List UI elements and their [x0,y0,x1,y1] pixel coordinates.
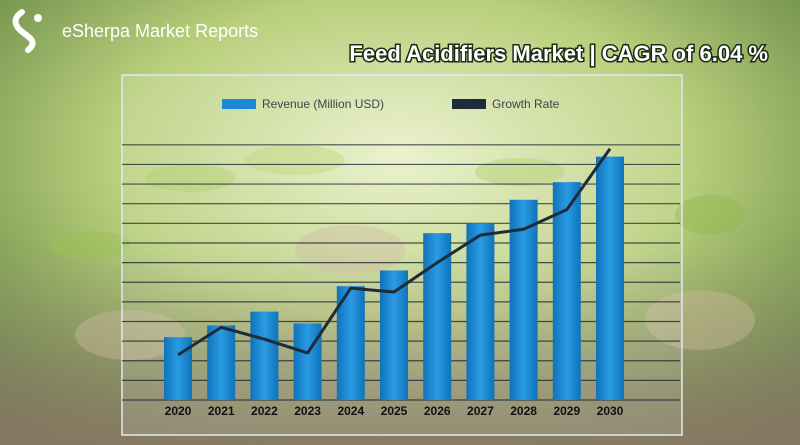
bar [250,311,279,400]
chart-title: Feed Acidifiers Market | CAGR of 6.04 % [349,41,768,66]
bar [293,323,322,400]
x-tick-label: 2029 [553,404,580,418]
legend-label: Revenue (Million USD) [262,97,384,111]
x-tick-label: 2024 [337,404,364,418]
bar [466,223,495,400]
x-tick-label: 2030 [597,404,624,418]
x-tick-label: 2025 [381,404,408,418]
bar [336,286,365,400]
x-tick-label: 2020 [165,404,192,418]
bar [164,337,192,400]
brand: eSherpa Market Reports [62,21,258,41]
bar [509,199,538,400]
growth-line [177,147,612,357]
bar [596,156,624,400]
x-tick-label: 2028 [510,404,537,418]
legend-label: Growth Rate [492,97,560,111]
x-tick-label: 2023 [294,404,321,418]
x-tick-label: 2021 [208,404,235,418]
x-tick-label: 2026 [424,404,451,418]
bar [552,182,581,400]
bar [423,233,452,400]
legend-swatch [452,99,486,109]
legend-swatch [222,99,256,109]
x-tick-label: 2022 [251,404,278,418]
logo [12,9,42,53]
x-tick-label: 2027 [467,404,494,418]
bar [207,325,236,400]
